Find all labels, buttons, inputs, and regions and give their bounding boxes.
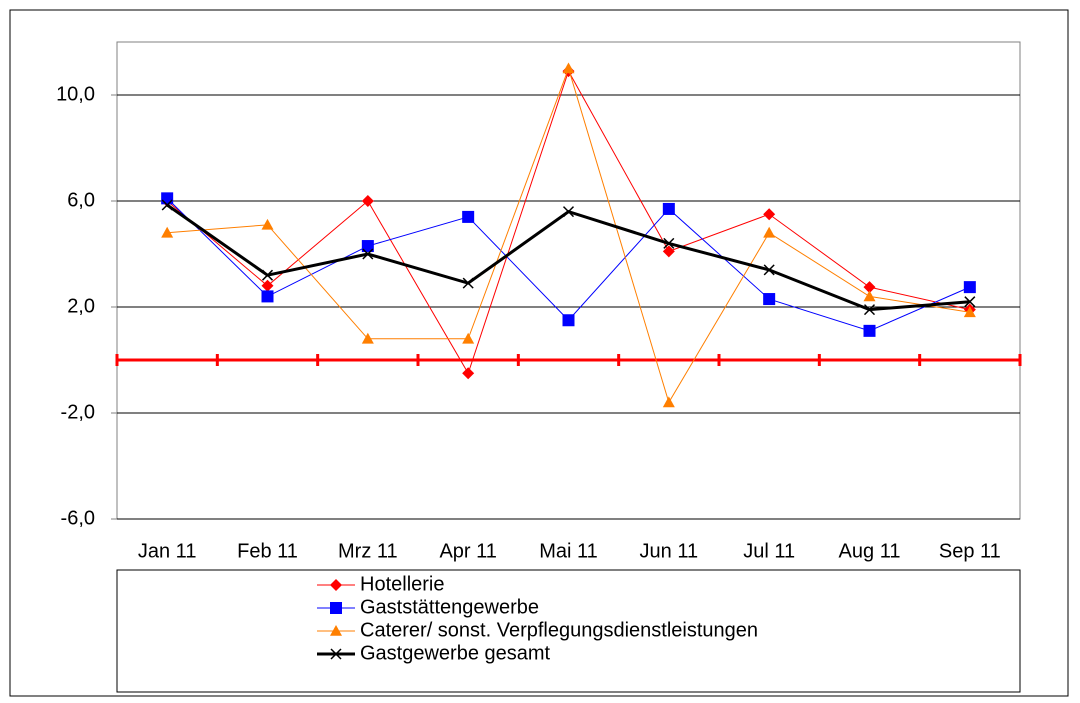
marker xyxy=(462,277,474,289)
x-tick-label: Feb 11 xyxy=(237,540,298,562)
marker xyxy=(663,237,675,249)
x-tick-label: Jan 11 xyxy=(138,540,197,562)
marker xyxy=(562,206,575,218)
marker xyxy=(361,195,374,207)
marker xyxy=(261,269,274,281)
marker xyxy=(261,290,274,303)
legend-label: Hotellerie xyxy=(360,573,444,595)
marker xyxy=(763,264,775,276)
marker xyxy=(863,304,876,316)
marker xyxy=(662,202,675,215)
marker xyxy=(261,218,274,230)
x-tick-label: Apr 11 xyxy=(439,540,496,562)
legend-label: Gastgewerbe gesamt xyxy=(360,642,551,664)
marker xyxy=(963,306,976,318)
x-tick-label: Mrz 11 xyxy=(338,540,398,562)
marker xyxy=(763,293,776,306)
marker xyxy=(662,245,675,258)
marker xyxy=(330,648,342,660)
marker xyxy=(863,324,876,337)
marker xyxy=(964,296,976,308)
marker xyxy=(863,281,876,294)
marker xyxy=(662,396,675,408)
marker xyxy=(361,240,374,253)
marker xyxy=(562,62,575,74)
marker xyxy=(462,332,475,344)
marker xyxy=(562,314,575,327)
legend-box xyxy=(116,569,1021,693)
marker xyxy=(330,579,342,591)
legend-label: Gaststättengewerbe xyxy=(360,596,539,618)
y-tick-label: -2,0 xyxy=(61,401,95,423)
x-tick-label: Jul 11 xyxy=(743,540,795,562)
x-tick-label: Aug 11 xyxy=(839,540,901,562)
marker xyxy=(462,210,475,223)
marker xyxy=(362,248,374,260)
marker xyxy=(330,602,342,614)
legend-label: Caterer/ sonst. Verpflegungsdienstleistu… xyxy=(360,619,758,641)
y-tick-label: 6,0 xyxy=(67,189,95,211)
marker xyxy=(261,279,274,292)
y-tick-label: 10,0 xyxy=(56,83,95,105)
marker xyxy=(462,367,475,380)
x-tick-label: Jun 11 xyxy=(640,540,699,562)
x-tick-label: Sep 11 xyxy=(939,540,1001,562)
marker xyxy=(161,226,174,238)
y-tick-label: 2,0 xyxy=(67,295,95,317)
x-tick-label: Mai 11 xyxy=(539,540,598,562)
marker xyxy=(361,332,374,344)
marker xyxy=(763,208,776,221)
marker xyxy=(963,281,976,294)
y-tick-label: -6,0 xyxy=(61,507,95,529)
marker xyxy=(161,199,173,211)
marker xyxy=(330,625,342,636)
marker xyxy=(763,226,776,238)
marker xyxy=(161,192,174,205)
marker xyxy=(863,290,876,302)
